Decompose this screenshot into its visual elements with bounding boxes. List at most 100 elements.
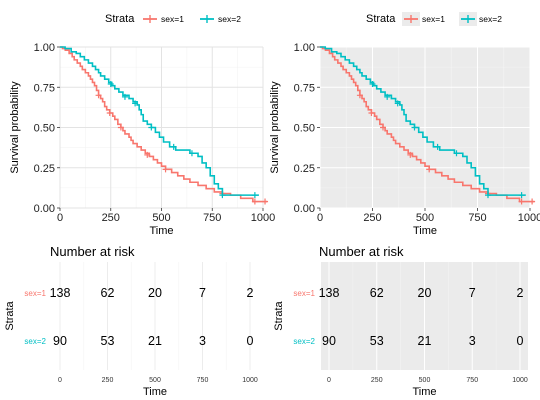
- y-tick-label: 0.00: [294, 203, 315, 215]
- censor-mark: [426, 166, 433, 173]
- risk-count: 90: [53, 334, 67, 348]
- legend-label: sex=2: [218, 14, 241, 24]
- risk-count: 2: [247, 286, 254, 300]
- censor-mark: [262, 198, 269, 205]
- censor-mark: [251, 198, 258, 205]
- y-axis-label: Survival probability: [9, 81, 21, 174]
- x-tick-label: 750: [197, 377, 209, 384]
- risk-row-label: sex=1: [24, 289, 46, 298]
- x-tick-label: 500: [152, 212, 170, 224]
- risk-count: 20: [148, 286, 162, 300]
- survival-curve-sex=1: [60, 46, 268, 203]
- x-axis-label: Time: [149, 225, 173, 237]
- censor-mark: [529, 198, 536, 205]
- y-axis-label: Strata: [273, 300, 285, 330]
- risk-table-title: Number at risk: [319, 244, 404, 259]
- legend-label: sex=1: [161, 14, 184, 24]
- legend-title: Strata: [105, 13, 135, 25]
- risk-row-label: sex=2: [293, 337, 315, 346]
- censor-mark: [394, 100, 401, 107]
- y-tick-label: 0.75: [34, 82, 55, 94]
- x-tick-label: 250: [102, 377, 114, 384]
- censor-mark: [518, 198, 525, 205]
- censor-mark: [144, 151, 151, 158]
- y-tick-label: 1.00: [34, 42, 55, 54]
- censor-mark: [162, 166, 169, 173]
- legend-title: Strata: [366, 13, 396, 25]
- x-tick-label: 500: [149, 377, 161, 384]
- x-tick-label: 250: [102, 212, 120, 224]
- y-tick-label: 0.25: [294, 163, 315, 175]
- x-tick-label: 0: [317, 212, 323, 224]
- x-axis-label: Time: [412, 386, 436, 398]
- censor-mark: [434, 143, 441, 150]
- censor-mark: [188, 150, 195, 157]
- censor-mark: [121, 93, 128, 100]
- censor-mark: [380, 124, 386, 131]
- survival-curve-sex=2: [320, 46, 526, 196]
- censor-mark: [356, 92, 363, 99]
- risk-count: 21: [148, 334, 162, 348]
- risk-count: 138: [319, 286, 340, 300]
- y-tick-label: 1.00: [294, 42, 315, 54]
- legend-label: sex=2: [479, 14, 502, 24]
- risk-row-label: sex=2: [24, 337, 46, 346]
- censor-mark: [170, 143, 177, 150]
- x-tick-label: 250: [371, 377, 383, 384]
- censor-mark: [251, 192, 258, 199]
- risk-count: 7: [199, 286, 206, 300]
- x-tick-label: 1000: [512, 377, 528, 384]
- y-tick-label: 0.50: [294, 123, 315, 135]
- censor-mark: [453, 150, 460, 157]
- legend-label: sex=1: [422, 14, 445, 24]
- risk-count: 53: [101, 334, 115, 348]
- x-tick-label: 0: [57, 212, 63, 224]
- censor-mark: [485, 192, 491, 199]
- censor-mark: [518, 192, 525, 199]
- y-tick-label: 0.25: [34, 163, 55, 175]
- censor-mark: [148, 124, 155, 131]
- risk-count: 20: [418, 286, 432, 300]
- x-tick-label: 1000: [518, 212, 540, 224]
- risk-count: 138: [50, 286, 71, 300]
- censor-mark: [411, 124, 418, 131]
- x-tick-label: 1000: [251, 212, 275, 224]
- x-axis-label: Time: [143, 386, 167, 398]
- risk-count: 2: [517, 286, 524, 300]
- y-axis-label: Survival probability: [269, 81, 281, 174]
- x-tick-label: 250: [363, 212, 381, 224]
- risk-count: 62: [370, 286, 384, 300]
- censor-mark: [95, 92, 102, 99]
- censor-mark: [368, 110, 375, 117]
- censor-mark: [407, 151, 414, 158]
- risk-count: 0: [247, 334, 254, 348]
- y-tick-label: 0.75: [294, 82, 315, 94]
- x-tick-label: 0: [58, 377, 62, 384]
- risk-row-label: sex=1: [293, 289, 315, 298]
- y-tick-label: 0.00: [34, 203, 55, 215]
- censor-mark: [107, 81, 114, 88]
- risk-table-title: Number at risk: [50, 244, 135, 259]
- x-tick-label: 1000: [242, 377, 258, 384]
- risk-count: 3: [469, 334, 476, 348]
- x-tick-label: 500: [416, 212, 434, 224]
- risk-count: 7: [469, 286, 476, 300]
- censor-mark: [117, 124, 124, 131]
- x-tick-label: 500: [419, 377, 431, 384]
- censor-mark: [369, 81, 376, 88]
- y-tick-label: 0.50: [34, 123, 55, 135]
- risk-count: 62: [101, 286, 115, 300]
- censor-mark: [219, 192, 226, 199]
- risk-count: 90: [322, 334, 336, 348]
- y-axis-label: Strata: [4, 300, 16, 330]
- x-tick-label: 750: [203, 212, 221, 224]
- x-axis-label: Time: [413, 225, 437, 237]
- censor-mark: [132, 100, 139, 107]
- censor-mark: [106, 110, 113, 117]
- risk-count: 3: [199, 334, 206, 348]
- risk-count: 0: [517, 334, 524, 348]
- risk-count: 21: [418, 334, 432, 348]
- survival-curve-sex=2: [60, 46, 259, 196]
